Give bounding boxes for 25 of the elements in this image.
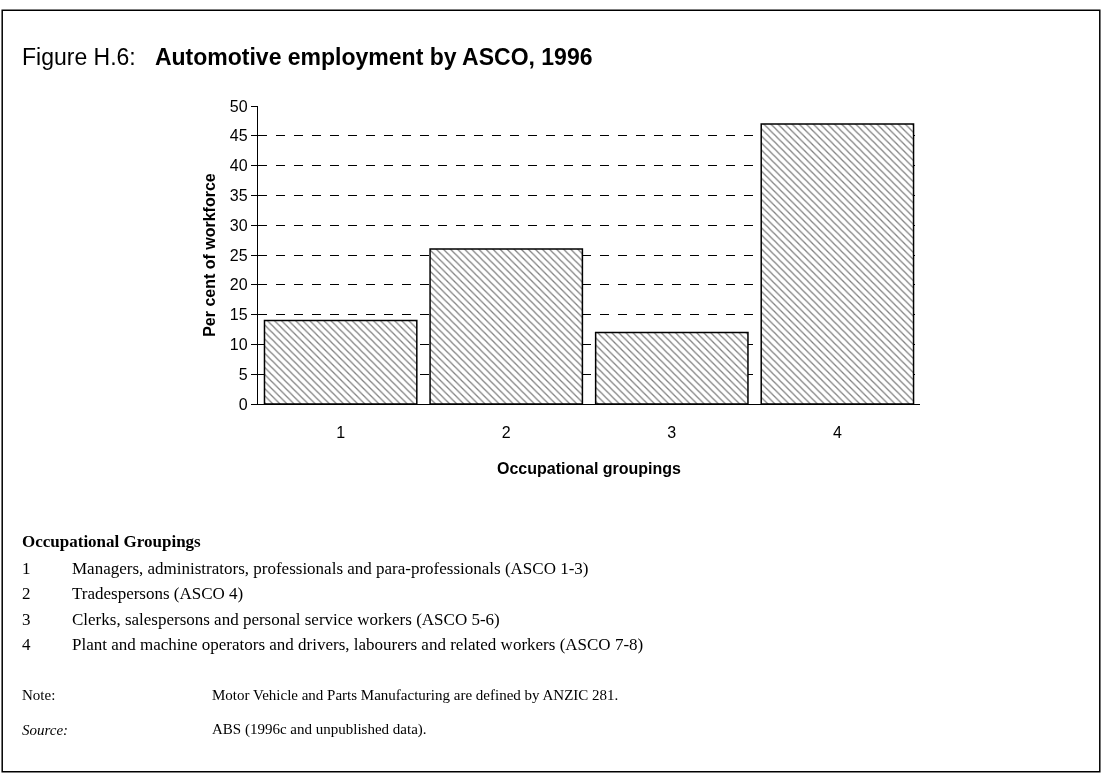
text: Note: Motor Vehicle and Parts Manufacturing are defined by ANZIC 281. <box>22 687 619 703</box>
x-tick-label: 3 <box>667 424 677 442</box>
x-tick-label: 4 <box>832 424 842 442</box>
y-tick-label: 10 <box>229 336 248 354</box>
text: 4 Plant and machine operators and drivers, labourers and related workers (ASCO 7-8) <box>22 635 644 654</box>
y-tick-label: 35 <box>229 187 248 205</box>
y-tick-label: 40 <box>229 157 248 175</box>
y-tick-label: 25 <box>229 246 248 264</box>
chart-title: Figure H.6: Automotive employment by ASCO, 1996 <box>22 44 593 70</box>
y-tick-label: 50 <box>229 97 248 115</box>
x-tick-label: 2 <box>501 424 511 442</box>
y-axis-title: Per cent of workforce <box>200 173 218 337</box>
y-tick-label: 20 <box>229 276 248 294</box>
text: Source: ABS (1996c and unpublished data). <box>22 721 427 738</box>
y-tick-label: 45 <box>229 127 248 145</box>
text: 2 Tradespersons (ASCO 4) <box>22 584 244 603</box>
text: 3 Clerks, salespersons and personal service workers (ASCO 5-6) <box>22 610 500 629</box>
y-tick-label: 15 <box>229 306 248 324</box>
y-tick-label: 30 <box>229 216 248 234</box>
text: 1 Managers, administrators, professionals and para-professionals (ASCO 1-3) <box>22 559 589 578</box>
y-tick-label: 5 <box>238 365 248 383</box>
y-tick-label: 0 <box>238 395 248 413</box>
x-axis-title: Occupational groupings <box>497 459 682 477</box>
x-tick-label: 1 <box>336 424 346 442</box>
text: Occupational Groupings <box>22 532 202 551</box>
